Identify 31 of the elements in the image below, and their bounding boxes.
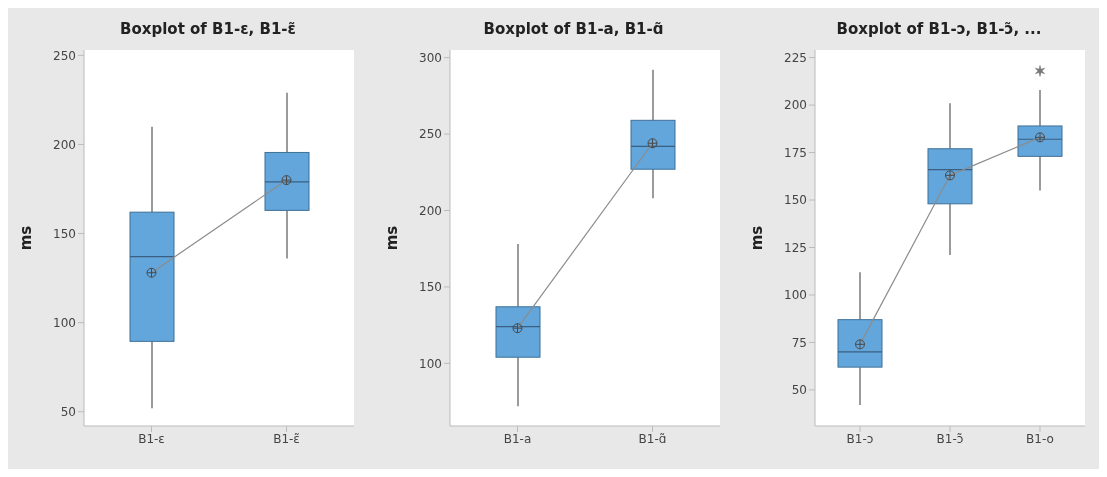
x-tick-label: B1-ɔ [846,431,874,446]
chart-title: Boxplot of B1-a, B1-ɑ̃ [483,20,664,38]
x-tick-label: B1-ɑ̃ [638,431,666,446]
x-tick-label: B1-ε̃ [273,431,300,446]
x-tick-label: B1-ɔ̃ [936,431,964,446]
y-tick-label: 50 [60,405,76,419]
chart-title: Boxplot of B1-ε, B1-ε̃ [120,20,296,38]
y-tick-label: 75 [791,335,807,350]
y-tick-label: 300 [418,50,442,65]
y-tick-label: 50 [791,383,807,398]
y-tick-label: 125 [784,240,807,255]
y-tick-label: 100 [418,356,442,371]
x-tick-label: B1-o [1026,431,1054,446]
y-axis-title: ms [17,225,36,251]
y-tick-label: 250 [53,48,76,63]
y-tick-label: 175 [784,145,807,160]
y-tick-label: 225 [784,50,807,65]
y-tick-label: 200 [784,98,807,113]
y-axis-title: ms [748,225,767,251]
y-tick-label: 200 [53,137,76,152]
y-tick-label: 100 [53,315,76,330]
y-tick-label: 250 [418,127,442,142]
x-tick-label: B1-ε [138,431,165,446]
y-tick-label: 200 [418,203,442,218]
x-tick-label: B1-a [503,431,531,446]
y-axis-title: ms [382,225,401,251]
y-tick-label: 150 [784,193,807,208]
chart-title: Boxplot of B1-ɔ, B1-ɔ̃, ... [836,20,1042,38]
y-tick-label: 100 [784,288,807,303]
y-tick-label: 150 [53,226,76,241]
y-tick-label: 150 [418,280,442,295]
